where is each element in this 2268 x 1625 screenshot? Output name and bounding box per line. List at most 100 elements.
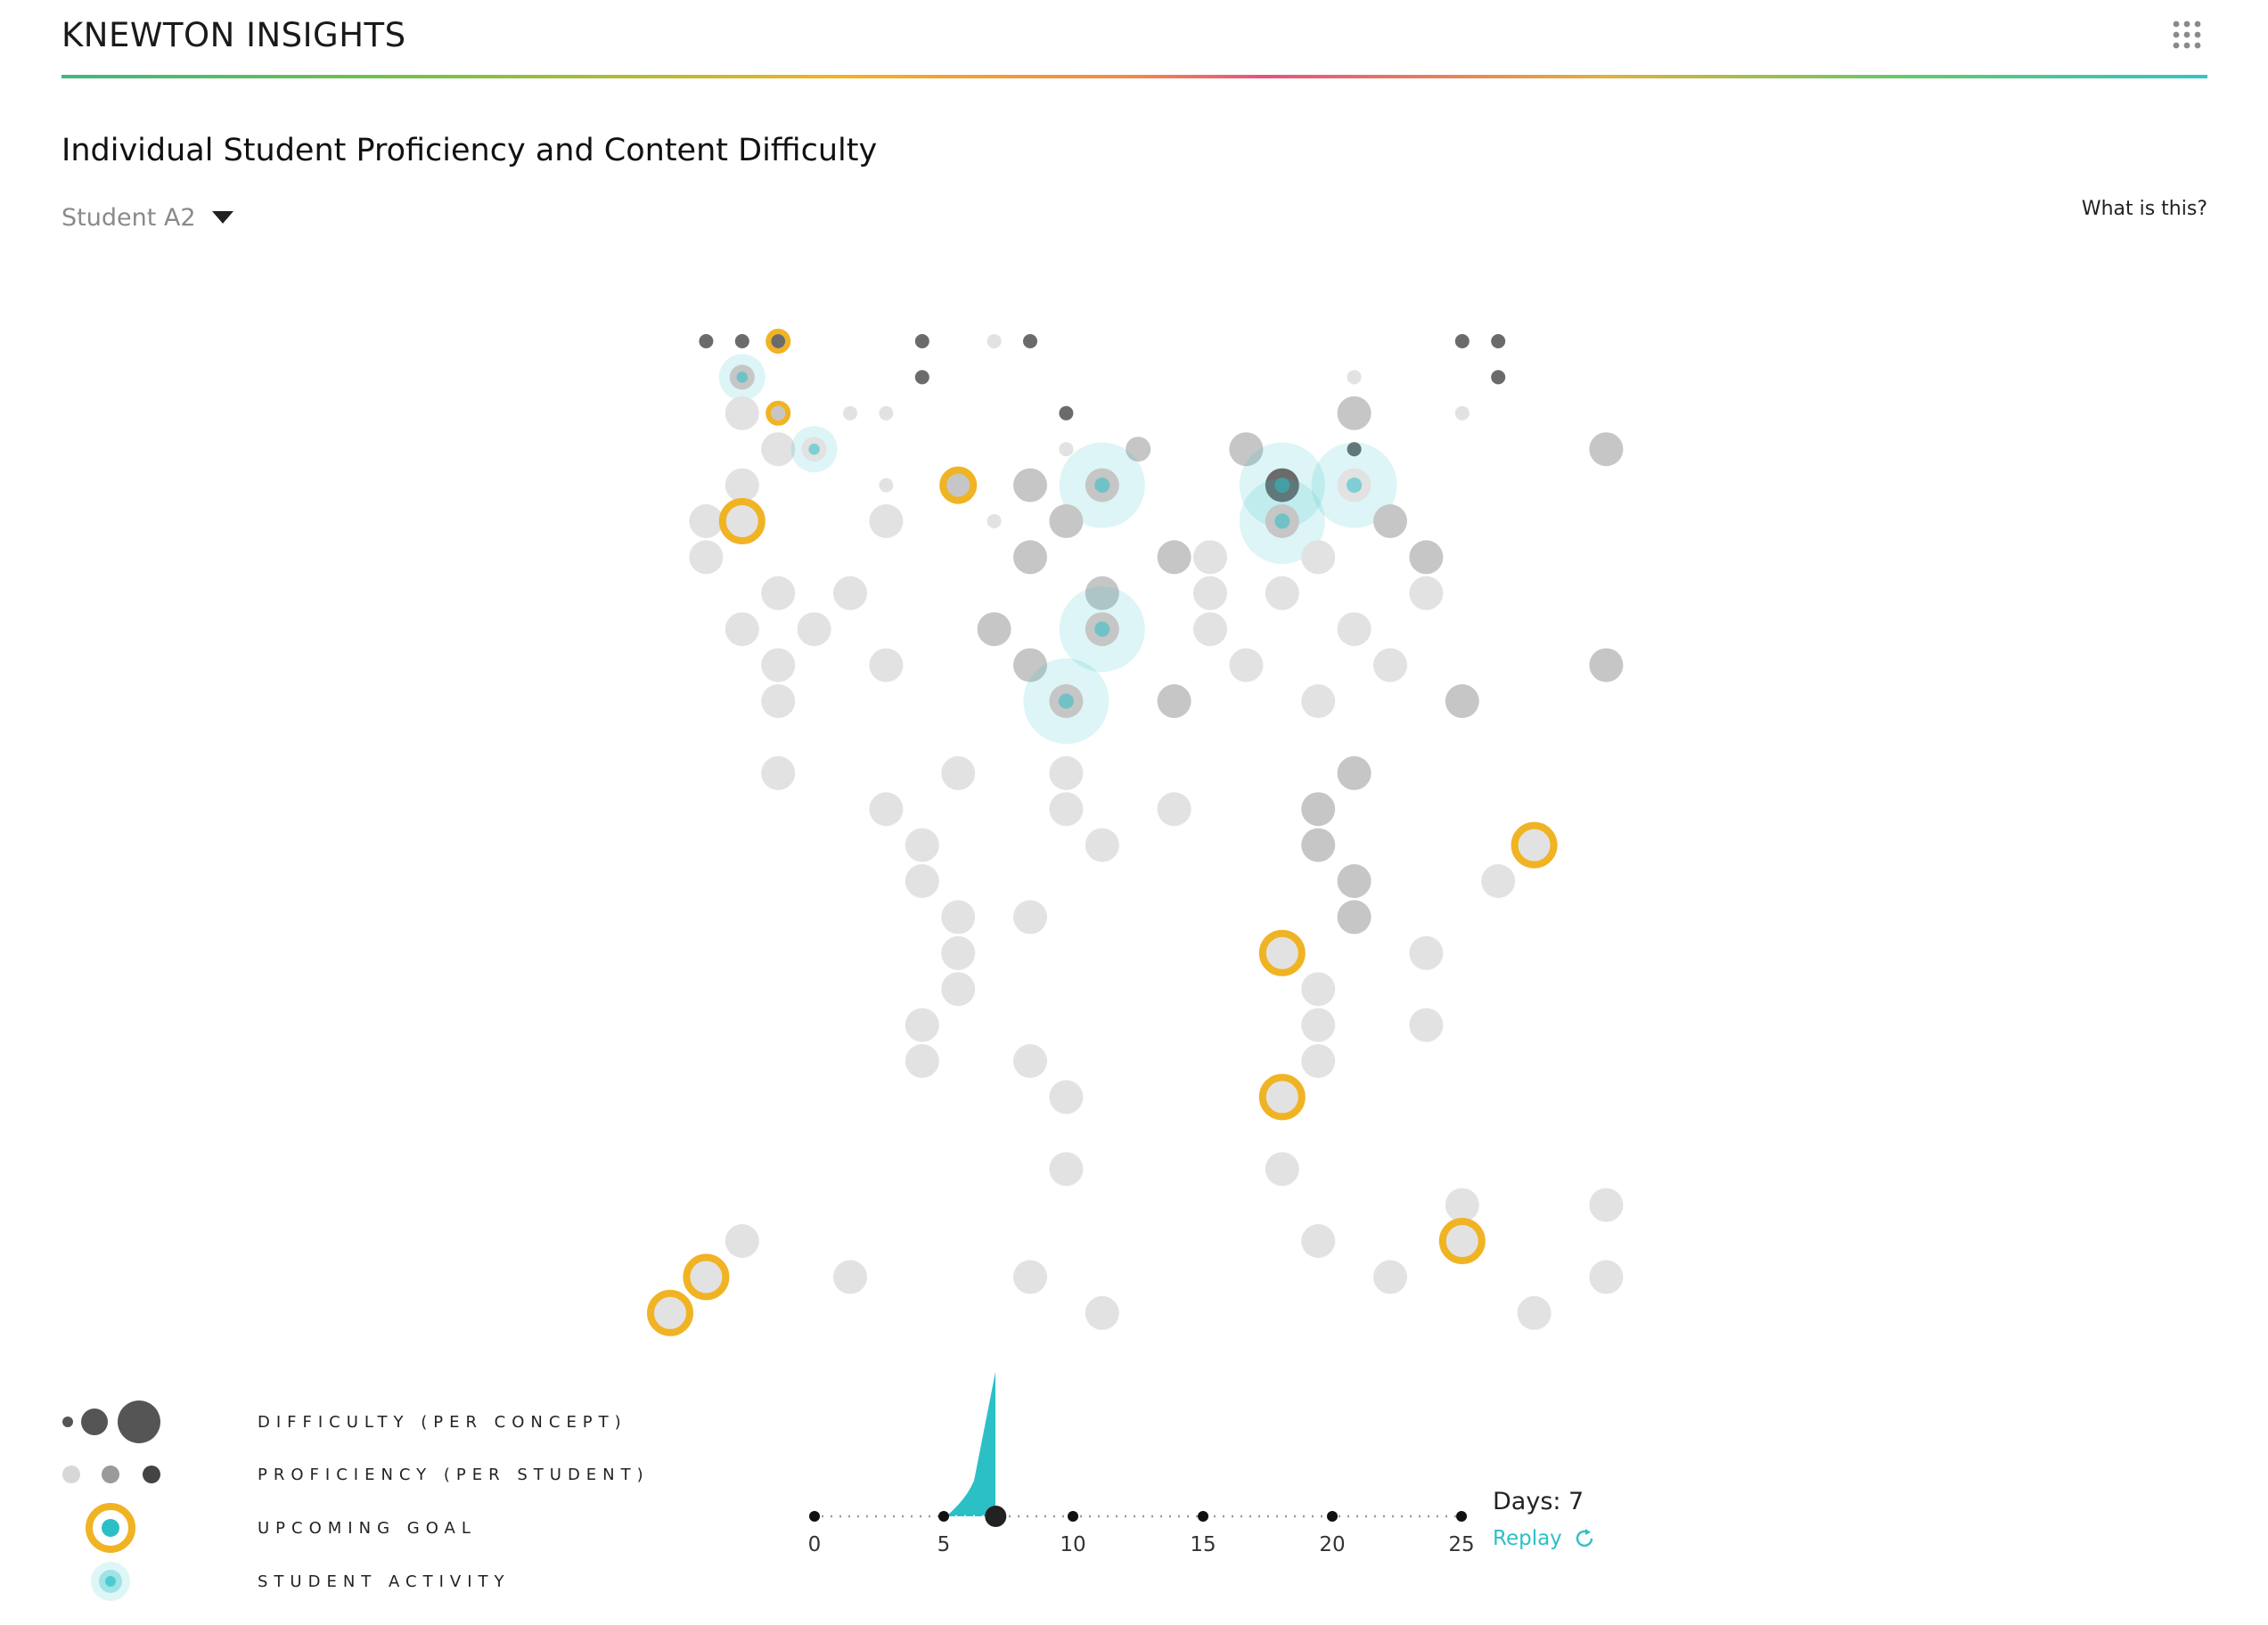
concept-node [1049,1080,1084,1115]
concept-node [1445,1224,1479,1258]
timeline-tick [1456,1511,1467,1522]
concept-node [833,1260,867,1294]
replay-icon [1576,1529,1593,1547]
activity-dot [1094,621,1110,637]
grid-icon[interactable] [2172,20,2202,50]
activity-dot [1347,478,1363,494]
concept-node [1013,468,1047,502]
concept-node [914,334,929,348]
concept-node [1373,504,1407,538]
concept-node [1126,437,1151,462]
what-is-this-link[interactable]: What is this? [2081,198,2207,220]
difficulty-large-icon [118,1400,160,1443]
concept-node [1301,792,1336,827]
concept-node [1337,612,1371,647]
concept-node [689,540,724,575]
concept-node [1265,576,1299,610]
legend-activity: STUDENT ACTIVITY [61,1562,511,1601]
student-dropdown[interactable]: Student A2 [61,200,233,235]
goal-ring [647,1289,693,1336]
activity-dot [1274,513,1290,529]
concept-node [1589,1260,1624,1294]
concept-node [1589,432,1624,467]
legend-goal: UPCOMING GOAL [61,1508,477,1547]
concept-node [1347,442,1362,457]
goal-ring [1438,1218,1486,1264]
concept-node [1301,828,1336,862]
concept-node [1265,1080,1299,1115]
concept-node [941,935,976,970]
concept-node [797,612,831,647]
legend-goal-label: UPCOMING GOAL [258,1518,477,1538]
goal-ring [766,329,791,354]
days-readout: Days: 7 [1493,1488,1584,1515]
proficiency-high-icon [143,1466,160,1483]
concept-node [1337,755,1371,790]
tick-label: 5 [937,1533,951,1556]
concept-node [1301,1044,1336,1078]
legend-proficiency-label: PROFICIENCY (PER STUDENT) [258,1465,650,1484]
page-title: Individual Student Proficiency and Conte… [61,133,878,168]
concept-node [1193,576,1227,610]
tick-label: 25 [1448,1533,1475,1556]
concept-node [1265,935,1299,970]
activity-dot [736,372,749,383]
timeline-handle[interactable] [985,1506,1007,1527]
difficulty-medium-icon [81,1409,108,1435]
concept-node [1013,540,1047,575]
concept-node [734,334,749,348]
legend-activity-label: STUDENT ACTIVITY [258,1572,511,1591]
concept-node [1589,1188,1624,1222]
timeline-tick [809,1511,820,1522]
concept-node [771,405,786,421]
concept-node [725,504,759,538]
concept-node [725,396,759,430]
replay-label: Replay [1493,1527,1562,1550]
legend-proficiency: PROFICIENCY (PER STUDENT) [61,1455,650,1494]
activity-dot [1274,478,1290,494]
timeline-slider [809,1372,1467,1527]
concept-node [1347,370,1362,385]
concept-node [761,576,796,610]
concept-node [761,755,796,790]
concept-node [1589,648,1624,682]
concept-node [689,504,724,538]
activity-dot [1058,693,1074,709]
concept-node [1337,864,1371,898]
concept-node [1445,1188,1479,1222]
concept-node [771,334,786,348]
concept-node [1517,828,1552,862]
concept-node [1023,334,1037,348]
activity-spike [946,1372,995,1516]
proficiency-mid-icon [102,1466,119,1483]
concept-node [1193,540,1227,575]
timeline-tick [1327,1511,1338,1522]
goal-center-icon [102,1519,119,1537]
concept-node [1454,334,1470,348]
concept-node [1049,792,1084,827]
concept-node [1454,405,1470,421]
concept-node [941,900,976,935]
concept-node [1013,648,1047,682]
concept-node [725,1224,759,1258]
concept-node [653,1295,687,1330]
concept-node [905,1008,939,1042]
tick-label: 15 [1190,1533,1216,1556]
legend-difficulty: DIFFICULTY (PER CONCEPT) [61,1402,627,1441]
concept-node [1301,1224,1336,1258]
concept-node [1409,540,1444,575]
goal-ring [683,1253,730,1301]
concept-node [1229,432,1264,467]
tick-label: 20 [1319,1533,1346,1556]
concept-node [1373,1260,1407,1294]
tick-label: 0 [807,1533,822,1556]
concept-node [879,478,894,493]
concept-node [1301,684,1336,718]
concept-node [1337,396,1371,430]
concept-node [761,648,796,682]
legend-difficulty-label: DIFFICULTY (PER CONCEPT) [258,1412,627,1432]
replay-button[interactable]: Replay [1493,1527,1596,1550]
concept-node [1085,828,1119,862]
concept-node [946,472,971,498]
concept-node [1013,900,1047,935]
